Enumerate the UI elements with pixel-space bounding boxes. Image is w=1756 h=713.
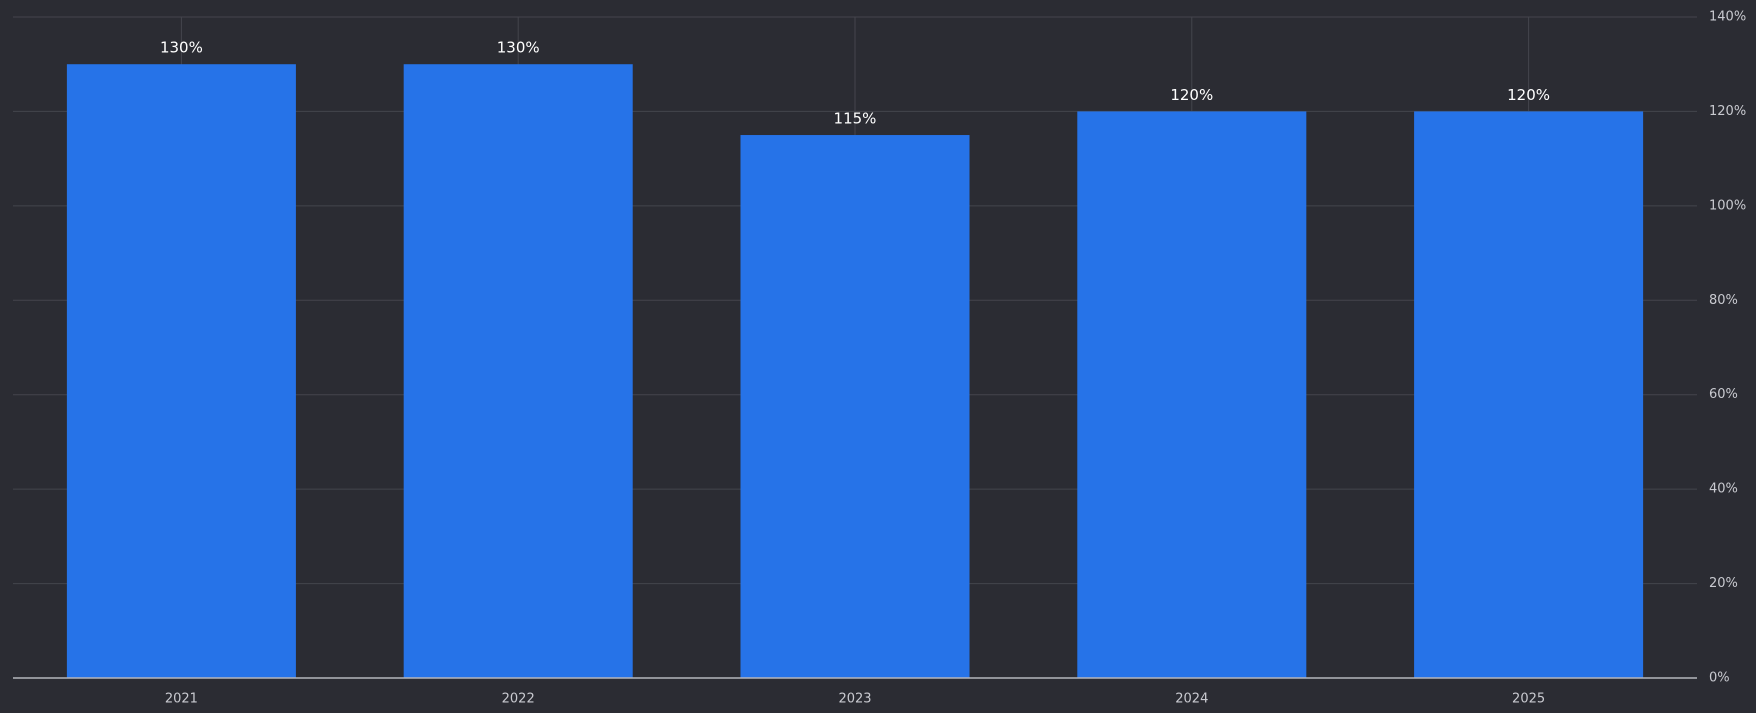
bar [740, 135, 970, 679]
bar [1414, 111, 1644, 678]
x-tick-label: 2022 [502, 692, 535, 707]
y-tick-label: 20% [1709, 576, 1738, 591]
value-label: 120% [1170, 86, 1213, 104]
x-tick-label: 2025 [1512, 692, 1545, 707]
x-tick-label: 2023 [838, 692, 871, 707]
x-tick-label: 2021 [165, 692, 198, 707]
y-tick-label: 100% [1709, 198, 1746, 213]
value-label: 130% [160, 39, 203, 57]
y-tick-label: 80% [1709, 293, 1738, 308]
bar [1077, 111, 1307, 678]
y-tick-label: 140% [1709, 10, 1746, 25]
bar [66, 64, 296, 678]
value-label: 130% [497, 39, 540, 57]
value-label: 120% [1507, 86, 1550, 104]
y-tick-label: 40% [1709, 482, 1738, 497]
y-tick-label: 60% [1709, 387, 1738, 402]
value-label: 115% [834, 110, 877, 128]
y-tick-label: 0% [1709, 671, 1730, 686]
bar [403, 64, 633, 678]
x-tick-label: 2024 [1175, 692, 1208, 707]
y-tick-label: 120% [1709, 104, 1746, 119]
